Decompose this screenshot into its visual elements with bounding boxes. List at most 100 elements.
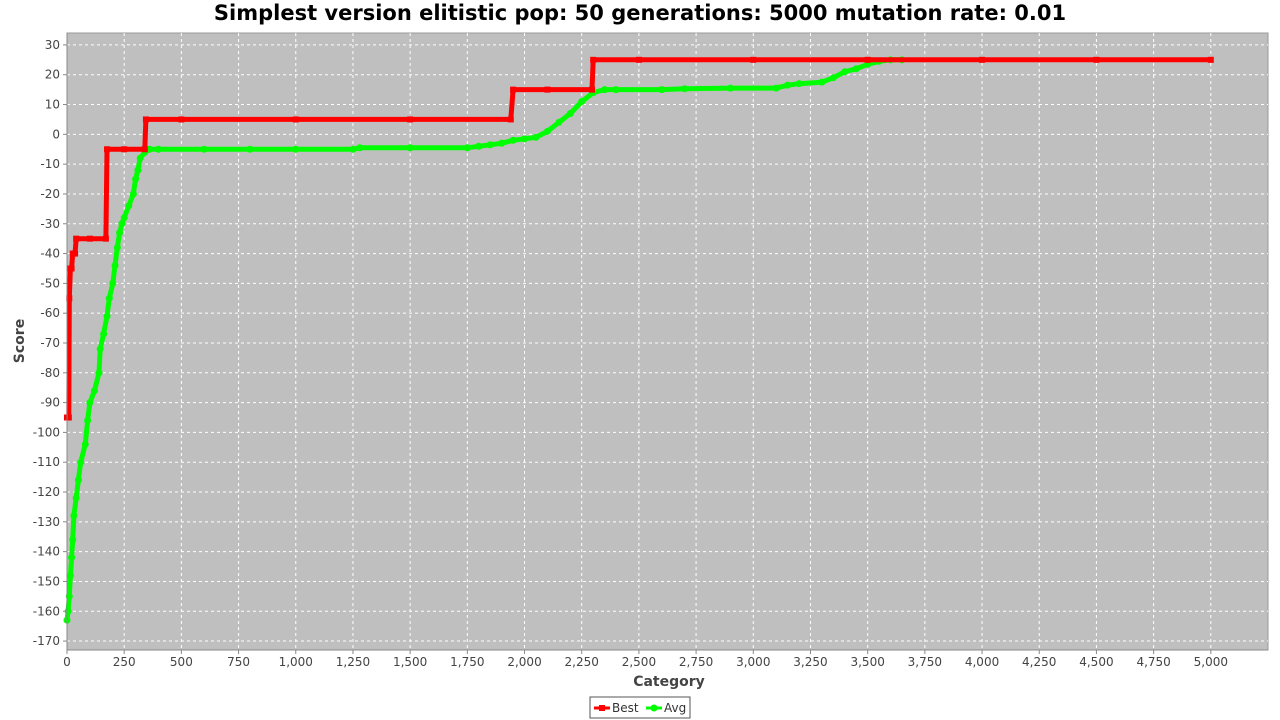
x-tick-label: 3,250	[793, 655, 827, 669]
data-point-best	[979, 56, 986, 63]
x-axis-label: Category	[633, 674, 705, 690]
x-tick-label: 250	[113, 655, 136, 669]
data-point-best	[864, 56, 871, 63]
data-point-avg	[406, 144, 414, 152]
series-layer	[63, 56, 1214, 624]
legend-box	[589, 696, 691, 719]
y-tick-label: -70	[40, 336, 60, 350]
x-tick-label: 2,500	[622, 655, 656, 669]
data-point-avg	[612, 86, 620, 94]
data-point-avg	[463, 144, 471, 152]
x-tick-label: 5,000	[1194, 655, 1228, 669]
y-tick-label: -40	[40, 247, 60, 261]
data-point-best	[544, 86, 551, 93]
grid-lines	[66, 33, 1268, 650]
data-point-avg	[70, 512, 78, 520]
data-point-avg	[486, 141, 494, 149]
y-tick-label: -80	[40, 366, 60, 380]
legend-best-marker	[599, 705, 605, 711]
data-point-best	[510, 86, 517, 93]
legend: Best Avg	[589, 696, 691, 719]
x-tick-label: 3,000	[736, 655, 770, 669]
y-tick-label: 10	[45, 98, 60, 112]
series-line-best	[66, 57, 1211, 420]
data-point-avg	[726, 84, 734, 92]
x-tick-label: 3,500	[850, 655, 884, 669]
data-point-avg	[125, 202, 133, 210]
data-point-avg	[129, 190, 137, 198]
data-point-best	[141, 146, 148, 153]
x-tick-label: 1,000	[279, 655, 313, 669]
data-point-avg	[90, 387, 98, 395]
data-point-best	[1207, 56, 1214, 63]
data-point-avg	[116, 229, 124, 237]
y-tick-label: -160	[33, 604, 60, 618]
data-point-avg	[74, 476, 82, 484]
data-point-avg	[96, 345, 104, 353]
data-point-avg	[84, 416, 92, 424]
data-point-avg	[578, 98, 586, 106]
data-point-avg	[829, 74, 837, 82]
x-tick-label: 2,750	[679, 655, 713, 669]
y-tick-label: -20	[40, 187, 60, 201]
data-point-avg	[77, 458, 85, 466]
data-point-avg	[200, 145, 208, 153]
y-tick-label: 0	[52, 127, 60, 141]
data-point-avg	[818, 78, 826, 86]
data-point-best	[73, 235, 80, 242]
y-axis: 30 20 10 0 -10 -20 -30 -40 -50 -60 -70 -80 -90 -100 -1…	[33, 33, 68, 650]
data-point-avg	[349, 145, 357, 153]
data-point-avg	[118, 220, 126, 228]
data-point-avg	[136, 154, 144, 162]
y-tick-label: -120	[33, 485, 60, 499]
legend-avg-label: Avg	[664, 701, 686, 715]
data-point-best	[292, 116, 299, 123]
chart-title: Simplest version elitistic pop: 50 gener…	[214, 1, 1066, 25]
data-point-best	[590, 56, 597, 63]
x-tick-label: 2,000	[507, 655, 541, 669]
y-tick-label: -130	[33, 515, 60, 529]
data-point-avg	[498, 139, 506, 147]
data-point-best	[1093, 56, 1100, 63]
data-point-avg	[113, 244, 121, 252]
legend-best-label: Best	[612, 701, 639, 715]
data-point-avg	[103, 312, 111, 320]
y-tick-label: -50	[40, 276, 60, 290]
data-point-avg	[64, 607, 72, 615]
x-tick-label: 4,500	[1079, 655, 1113, 669]
data-point-avg	[509, 136, 517, 144]
data-point-avg	[134, 166, 142, 174]
y-tick-label: 20	[45, 68, 60, 82]
data-point-best	[589, 86, 596, 93]
series-best	[64, 56, 1214, 421]
data-point-avg	[795, 80, 803, 88]
data-point-avg	[72, 494, 80, 502]
data-point-best	[68, 265, 75, 272]
x-tick-label: 4,750	[1136, 655, 1170, 669]
x-tick-label: 1,500	[393, 655, 427, 669]
y-tick-label: -110	[33, 455, 60, 469]
data-point-avg	[601, 86, 609, 94]
data-point-avg	[81, 440, 89, 448]
data-point-avg	[658, 86, 666, 94]
data-point-avg	[132, 175, 140, 183]
legend-avg-marker	[650, 704, 658, 712]
data-point-avg	[65, 592, 73, 600]
data-point-avg	[111, 261, 119, 269]
y-tick-label: -150	[33, 574, 60, 588]
x-tick-label: 4,250	[1022, 655, 1056, 669]
data-point-avg	[356, 144, 364, 152]
x-tick-label: 750	[227, 655, 250, 669]
data-point-avg	[566, 109, 574, 117]
data-point-best	[86, 235, 93, 242]
y-tick-label: -10	[40, 157, 60, 171]
data-point-avg	[555, 118, 563, 126]
data-point-avg	[681, 85, 689, 93]
data-point-avg	[475, 142, 483, 150]
data-point-avg	[155, 145, 163, 153]
data-point-best	[142, 116, 149, 123]
y-tick-label: -100	[33, 425, 60, 439]
y-tick-label: -60	[40, 306, 60, 320]
data-point-best	[66, 295, 73, 302]
